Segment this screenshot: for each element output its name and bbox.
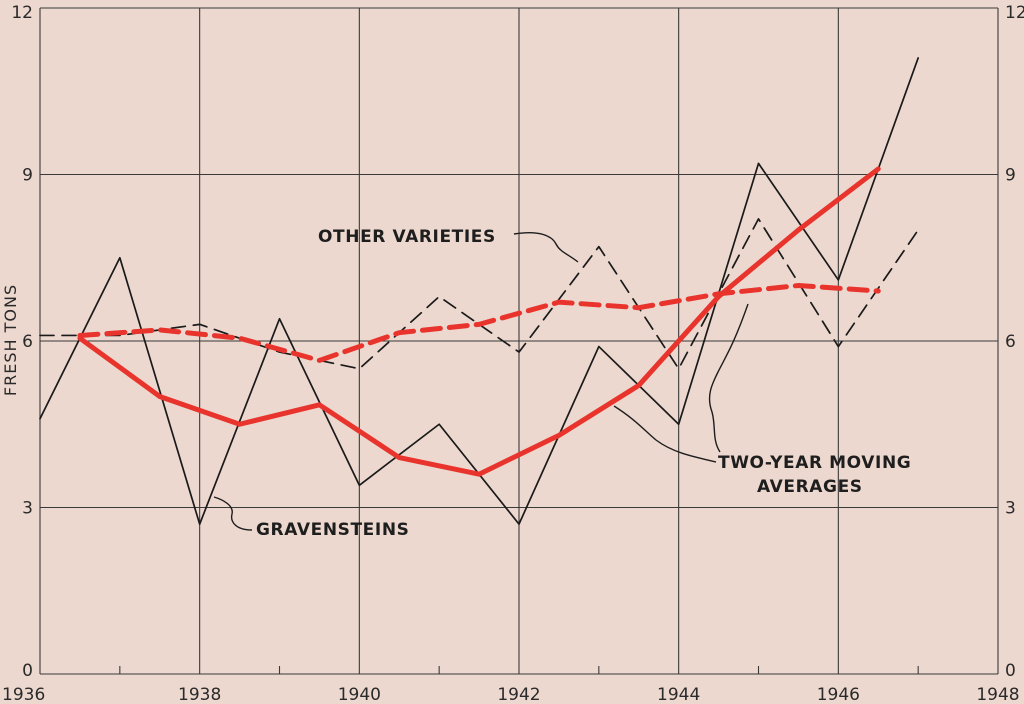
x-tick-label: 1940 [338,685,381,704]
leader-gravensteins [213,496,253,531]
label-other-varieties: OTHER VARIETIES [318,227,496,247]
y-tick-label-left: 6 [22,332,33,352]
x-tick-label: 1936 [2,685,45,704]
y-tick-label-right: 3 [1005,499,1016,519]
y-tick-label-right: 9 [1005,166,1016,186]
y-tick-label-right: 6 [1005,332,1016,352]
y-tick-label-left: 0 [22,661,33,681]
label-moving-averages-line1: TWO-YEAR MOVING [718,453,911,473]
y-tick-label-left: 9 [22,166,33,186]
y-tick-label-left: 12 [11,3,33,23]
leader-moving-avg-dashed [708,303,749,453]
label-gravensteins: GRAVENSTEINS [256,520,410,540]
y-tick-label-right: 12 [1005,3,1024,23]
series-line-thick-solid [77,166,881,477]
x-tick-label: 1946 [817,685,860,704]
x-tick-label: 1944 [657,685,700,704]
x-tick-label: 1948 [976,685,1019,704]
y-tick-labels: 0 0 3 3 6 6 9 9 12 12 [11,3,1024,681]
y-tick-label-left: 3 [22,499,33,519]
series-group [39,57,920,526]
leader-lines [213,232,749,531]
leader-other-varieties [513,232,579,263]
x-tick-label: 1942 [497,685,540,704]
series-line-thin-dashed [39,218,920,370]
x-tick-label: 1938 [178,685,221,704]
leader-moving-avg-solid [613,405,717,463]
y-axis-label: FRESH TONS [1,284,20,396]
x-tick-labels: 1936 1938 1940 1942 1944 1946 1948 [2,685,1020,704]
label-moving-averages-line2: AVERAGES [757,477,863,497]
series-line-thick-dashed [77,283,881,363]
y-tick-label-right: 0 [1005,661,1016,681]
